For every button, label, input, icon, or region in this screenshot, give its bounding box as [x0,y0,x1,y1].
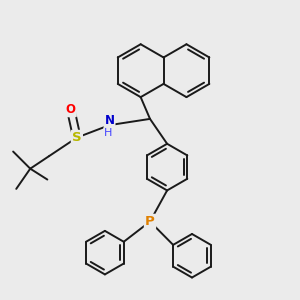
Text: O: O [66,103,76,116]
Text: S: S [72,131,82,144]
Text: N: N [105,114,115,127]
Text: H: H [104,128,112,138]
Text: P: P [145,215,155,228]
